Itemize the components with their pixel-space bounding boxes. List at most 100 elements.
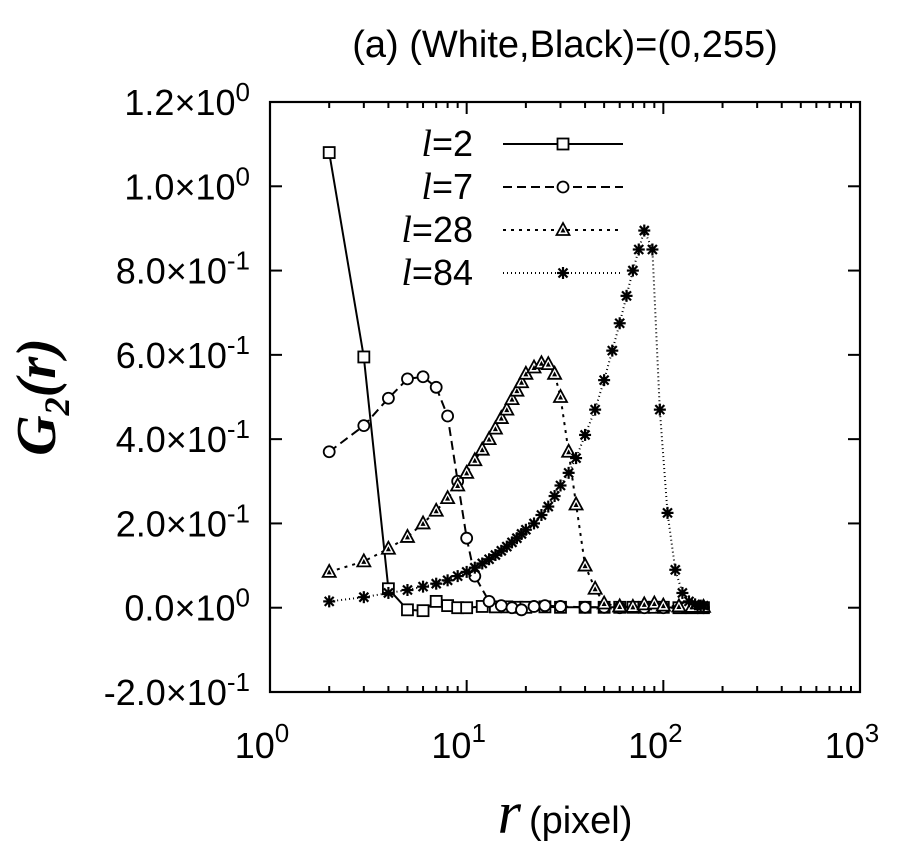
circle-marker [416,370,430,384]
star-marker [646,243,659,256]
y-tick-label: 6.0×10-1 [116,330,250,376]
triangle-marker-core [552,371,558,377]
star-marker [632,243,645,256]
square-marker [460,601,474,615]
star-marker [417,580,430,593]
circle-marker [441,409,455,423]
y-tick-label: 2.0×10-1 [116,498,250,544]
triangle-marker-core [498,415,504,421]
star-marker [483,553,496,566]
circle-marker [527,600,541,613]
legend-label: l=84 [401,252,473,294]
circle-marker [538,599,552,613]
y-tick-label: 4.0×10-1 [116,414,250,460]
square-marker [322,146,336,159]
triangle-marker-core [676,603,682,609]
legend: l=2l=7l=28l=84 [401,123,623,294]
star-marker [548,490,561,503]
triangle-marker-core [361,558,367,564]
square-marker [416,604,430,618]
triangle-marker-core [492,426,498,432]
circle-marker [494,599,508,613]
x-tick-label: 102 [628,718,683,766]
star-marker [638,224,651,237]
legend-label: l=7 [421,166,473,208]
triangle-marker-core [504,407,510,413]
x-tick-label: 101 [431,718,486,766]
triangle-marker-core [445,495,451,501]
legend-label: l=28 [401,209,473,251]
x-axis-label: r (pixel) [498,780,633,846]
circle-marker [429,380,443,394]
star-marker [661,506,674,519]
series-l28 [321,354,712,613]
x-tick-labels: 100 101 102 103 [235,718,880,766]
star-marker [357,591,370,604]
x-tick-label: 103 [825,718,880,766]
star-marker [676,586,689,599]
triangle-marker-core [523,371,529,377]
triangle-marker-core [560,227,566,233]
star-marker [323,595,336,608]
star-marker [382,586,395,599]
star-marker [579,428,592,441]
star-marker [519,523,532,536]
triangle-marker-core [514,388,520,394]
triangle-marker-core [630,604,636,610]
square-marker [401,603,414,617]
circle-marker [460,531,474,545]
legend-entry: l=84 [401,252,623,294]
circle-marker [382,391,395,405]
series-l7 [322,370,710,617]
star-marker [570,452,583,465]
star-marker [542,500,555,513]
triangle-marker-core [509,396,515,402]
star-marker [401,584,414,597]
triangle-marker-core [545,361,551,367]
x-axis-unit: (pixel) [529,800,632,842]
star-marker [697,599,710,612]
y-tick-label: 1.2×100 [124,77,250,123]
circle-marker [515,603,528,617]
triangle-marker-core [486,436,492,442]
star-marker [554,479,567,492]
circle-marker [482,594,496,608]
square-marker [429,594,443,608]
square-marker [357,350,371,364]
triangle-marker-core [651,601,657,606]
circle-marker [578,600,592,614]
triangle-marker-core [538,360,544,366]
star-marker [689,598,702,611]
circle-marker [322,445,336,459]
triangle-marker-core [592,586,598,592]
star-marker [562,466,575,479]
triangle-marker-core [479,447,485,453]
axis-ticks [269,101,860,693]
star-marker [669,563,682,576]
square-marker [556,137,570,151]
y-axis-label: G2(r) [6,338,77,456]
series-layer [321,146,712,618]
legend-entry: l=2 [421,123,623,165]
chart-title: (a) (White,Black)=(0,255) [352,24,778,66]
y-tick-labels: 1.2×100 1.0×100 8.0×10-1 6.0×10-1 4.0×10-1 2.… [104,77,250,713]
triangle-marker-core [601,601,607,606]
star-marker [535,509,548,521]
star-marker [430,577,443,590]
triangle-marker-core [518,379,524,385]
triangle-marker-core [472,457,478,463]
triangle-marker-core [420,520,426,526]
plot-frame [268,100,862,694]
y-tick-label: 8.0×10-1 [116,246,250,292]
series-line [328,375,704,611]
x-axis-variable: r [498,780,522,846]
triangle-marker-core [558,394,564,400]
triangle-marker-core [617,603,623,609]
star-marker [613,317,626,330]
triangle-marker-core [326,569,332,575]
triangle-marker-core [433,508,439,514]
star-marker [626,264,639,277]
y-tick-label: 1.0×100 [124,161,250,207]
triangle-marker-core [385,546,391,552]
